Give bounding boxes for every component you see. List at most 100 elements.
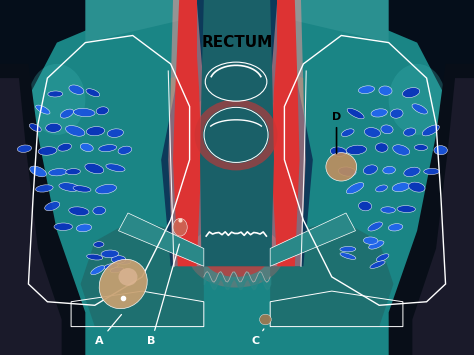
Ellipse shape — [341, 129, 354, 137]
Ellipse shape — [86, 89, 100, 97]
Text: B: B — [147, 244, 179, 346]
Ellipse shape — [379, 86, 392, 95]
Ellipse shape — [96, 107, 109, 115]
Polygon shape — [190, 0, 284, 89]
Text: C: C — [252, 329, 264, 346]
Ellipse shape — [330, 147, 346, 156]
Ellipse shape — [371, 109, 387, 117]
Ellipse shape — [375, 143, 388, 152]
Ellipse shape — [69, 85, 84, 94]
Ellipse shape — [404, 167, 420, 176]
Ellipse shape — [346, 145, 366, 155]
Ellipse shape — [73, 186, 91, 192]
Ellipse shape — [204, 107, 268, 163]
Ellipse shape — [38, 147, 57, 155]
Ellipse shape — [118, 146, 132, 154]
Ellipse shape — [402, 88, 419, 98]
Ellipse shape — [364, 237, 378, 244]
Polygon shape — [270, 213, 356, 266]
Ellipse shape — [364, 165, 377, 174]
Ellipse shape — [76, 224, 91, 232]
Ellipse shape — [205, 62, 267, 101]
Ellipse shape — [409, 182, 425, 192]
Ellipse shape — [36, 185, 53, 192]
Ellipse shape — [326, 153, 356, 181]
Ellipse shape — [58, 143, 72, 151]
Polygon shape — [171, 57, 303, 135]
Text: A: A — [95, 315, 121, 346]
Ellipse shape — [189, 224, 283, 288]
Ellipse shape — [46, 123, 61, 132]
Ellipse shape — [111, 256, 126, 263]
Polygon shape — [0, 78, 62, 355]
Ellipse shape — [173, 218, 187, 236]
Ellipse shape — [370, 261, 385, 268]
Ellipse shape — [80, 143, 93, 152]
Polygon shape — [270, 220, 393, 327]
Ellipse shape — [389, 64, 446, 135]
Ellipse shape — [434, 146, 447, 155]
Ellipse shape — [184, 89, 288, 181]
Ellipse shape — [106, 164, 125, 171]
Ellipse shape — [424, 168, 439, 175]
Ellipse shape — [381, 207, 395, 213]
Ellipse shape — [87, 254, 103, 260]
Ellipse shape — [91, 266, 105, 275]
Polygon shape — [168, 0, 206, 266]
Ellipse shape — [107, 129, 123, 137]
Ellipse shape — [59, 183, 80, 191]
Ellipse shape — [340, 246, 356, 252]
Ellipse shape — [338, 167, 356, 176]
Ellipse shape — [203, 106, 269, 163]
Ellipse shape — [346, 182, 364, 194]
Ellipse shape — [369, 241, 384, 249]
Ellipse shape — [412, 104, 428, 114]
Ellipse shape — [368, 222, 383, 231]
Ellipse shape — [347, 108, 364, 119]
Polygon shape — [161, 0, 313, 266]
Ellipse shape — [99, 144, 117, 152]
Ellipse shape — [99, 260, 147, 308]
Ellipse shape — [376, 254, 389, 261]
Ellipse shape — [194, 99, 277, 170]
Polygon shape — [200, 0, 274, 266]
Polygon shape — [118, 213, 204, 266]
Polygon shape — [271, 0, 300, 266]
Ellipse shape — [66, 169, 81, 175]
Polygon shape — [173, 0, 201, 266]
Text: D: D — [332, 112, 341, 153]
Ellipse shape — [358, 86, 374, 94]
Ellipse shape — [28, 64, 85, 135]
Ellipse shape — [49, 169, 67, 176]
Ellipse shape — [29, 124, 41, 132]
Polygon shape — [412, 78, 474, 355]
Ellipse shape — [414, 144, 428, 151]
Ellipse shape — [96, 184, 117, 194]
Ellipse shape — [54, 223, 73, 230]
Ellipse shape — [340, 253, 356, 260]
Ellipse shape — [388, 224, 403, 231]
Ellipse shape — [45, 202, 60, 211]
Ellipse shape — [36, 105, 50, 114]
Ellipse shape — [101, 250, 118, 258]
Ellipse shape — [259, 314, 271, 325]
Ellipse shape — [203, 234, 269, 277]
Ellipse shape — [375, 185, 387, 192]
Polygon shape — [268, 0, 306, 266]
Ellipse shape — [390, 109, 403, 118]
Ellipse shape — [397, 206, 415, 213]
Ellipse shape — [69, 207, 89, 215]
Ellipse shape — [93, 242, 104, 247]
Ellipse shape — [422, 125, 439, 136]
Polygon shape — [389, 64, 474, 355]
Ellipse shape — [393, 145, 410, 155]
Ellipse shape — [118, 268, 137, 286]
Ellipse shape — [358, 201, 372, 211]
Ellipse shape — [381, 125, 393, 134]
Ellipse shape — [65, 126, 85, 136]
Ellipse shape — [110, 267, 124, 273]
Polygon shape — [14, 0, 460, 355]
Ellipse shape — [103, 263, 118, 269]
Polygon shape — [204, 231, 270, 266]
Ellipse shape — [48, 91, 63, 97]
